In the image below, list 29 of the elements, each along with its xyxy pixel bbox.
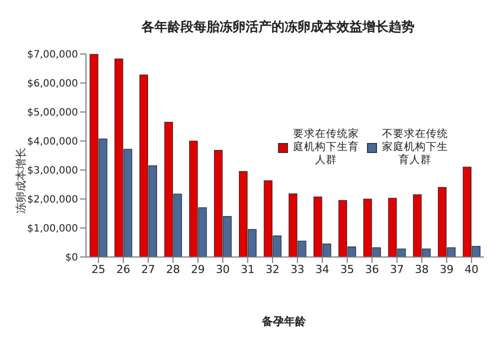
legend-label: 要求在传统家庭机构下生育人群 [292, 128, 360, 167]
x-tick-label: 25 [91, 262, 106, 276]
y-tick-label: $7,00,000 [27, 50, 78, 61]
y-tick-label: $0 [65, 252, 78, 264]
x-tick-label: 38 [414, 262, 429, 276]
x-tick-label: 35 [340, 262, 354, 276]
y-tick-label: $4,00,000 [27, 136, 78, 148]
x-tick-label: 39 [440, 262, 454, 276]
chart-title: 各年龄段每胎冻卵活产的冻卵成本效益增长趋势 [140, 18, 416, 36]
y-tick-label: $6,00,000 [27, 78, 78, 90]
y-tick-label: $2,00,000 [27, 194, 78, 206]
x-tick-label: 27 [141, 262, 156, 276]
y-tick-label: $5,00,000 [27, 108, 78, 119]
x-tick-label: 34 [315, 262, 330, 276]
x-tick-label: 36 [365, 262, 380, 276]
x-tick-label: 37 [390, 262, 404, 276]
x-tick-label: 30 [216, 262, 230, 276]
y-tick-label: $3,00,000 [27, 166, 78, 177]
x-tick-label: 40 [464, 262, 479, 276]
y-tick-label: $1,00,000 [27, 224, 78, 235]
x-tick-label: 26 [116, 262, 130, 276]
legend-label: 不要求在传统家庭机构下生育人群 [381, 128, 449, 167]
x-tick-label: 29 [190, 262, 205, 276]
x-tick-label: 33 [290, 262, 304, 276]
x-axis-title: 备孕年龄 [261, 314, 307, 329]
x-tick-label: 31 [240, 262, 255, 276]
x-tick-label: 32 [266, 262, 280, 276]
x-tick-label: 28 [166, 262, 180, 276]
y-axis-title: 冻卵成本增长 [14, 146, 28, 216]
